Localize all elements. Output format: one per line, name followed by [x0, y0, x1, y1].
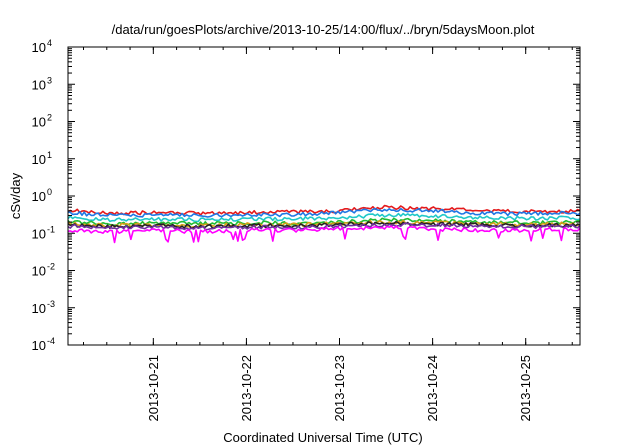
- x-axis-label: Coordinated Universal Time (UTC): [223, 430, 422, 445]
- series-line: [67, 225, 581, 244]
- y-tick-exponent: 3: [47, 75, 52, 85]
- plot-frame: [67, 46, 581, 346]
- y-tick-label: 10: [32, 301, 46, 316]
- series-layer: [67, 204, 581, 244]
- y-tick-exponent: 2: [47, 113, 52, 123]
- x-tick-label: 2013-10-23: [332, 355, 347, 422]
- x-tick-label: 2013-10-24: [425, 355, 440, 422]
- y-axis-label: cSv/day: [8, 172, 23, 219]
- y-tick-exponent: 1: [47, 150, 52, 160]
- series-line: [67, 222, 581, 231]
- y-tick-label: 10: [32, 77, 46, 92]
- y-tick-label: 10: [32, 115, 46, 130]
- series-line: [67, 204, 581, 216]
- series-line: [67, 217, 581, 227]
- y-tick-label: 10: [32, 226, 46, 241]
- x-axis: 2013-10-21 2013-10-22 2013-10-23 2013-10-24…: [83, 47, 573, 422]
- chart-title: /data/run/goesPlots/archive/2013-10-25/1…: [112, 22, 535, 37]
- series-line: [67, 212, 581, 223]
- y-tick-exponent: 4: [47, 38, 52, 48]
- y-tick-label: 10: [32, 152, 46, 167]
- series-line: [67, 207, 581, 218]
- y-tick-exponent: -2: [47, 262, 55, 272]
- x-tick-label: 2013-10-25: [518, 355, 533, 422]
- y-tick-exponent: 0: [47, 187, 52, 197]
- y-tick-label: 10: [32, 264, 46, 279]
- y-tick-exponent: -1: [47, 224, 55, 234]
- y-tick-label: 10: [32, 338, 46, 353]
- x-tick-label: 2013-10-21: [146, 355, 161, 422]
- y-tick-exponent: -4: [47, 336, 55, 346]
- y-tick-label: 10: [32, 189, 46, 204]
- y-tick-exponent: -3: [47, 299, 55, 309]
- x-tick-label: 2013-10-22: [239, 355, 254, 422]
- y-tick-label: 10: [32, 40, 46, 55]
